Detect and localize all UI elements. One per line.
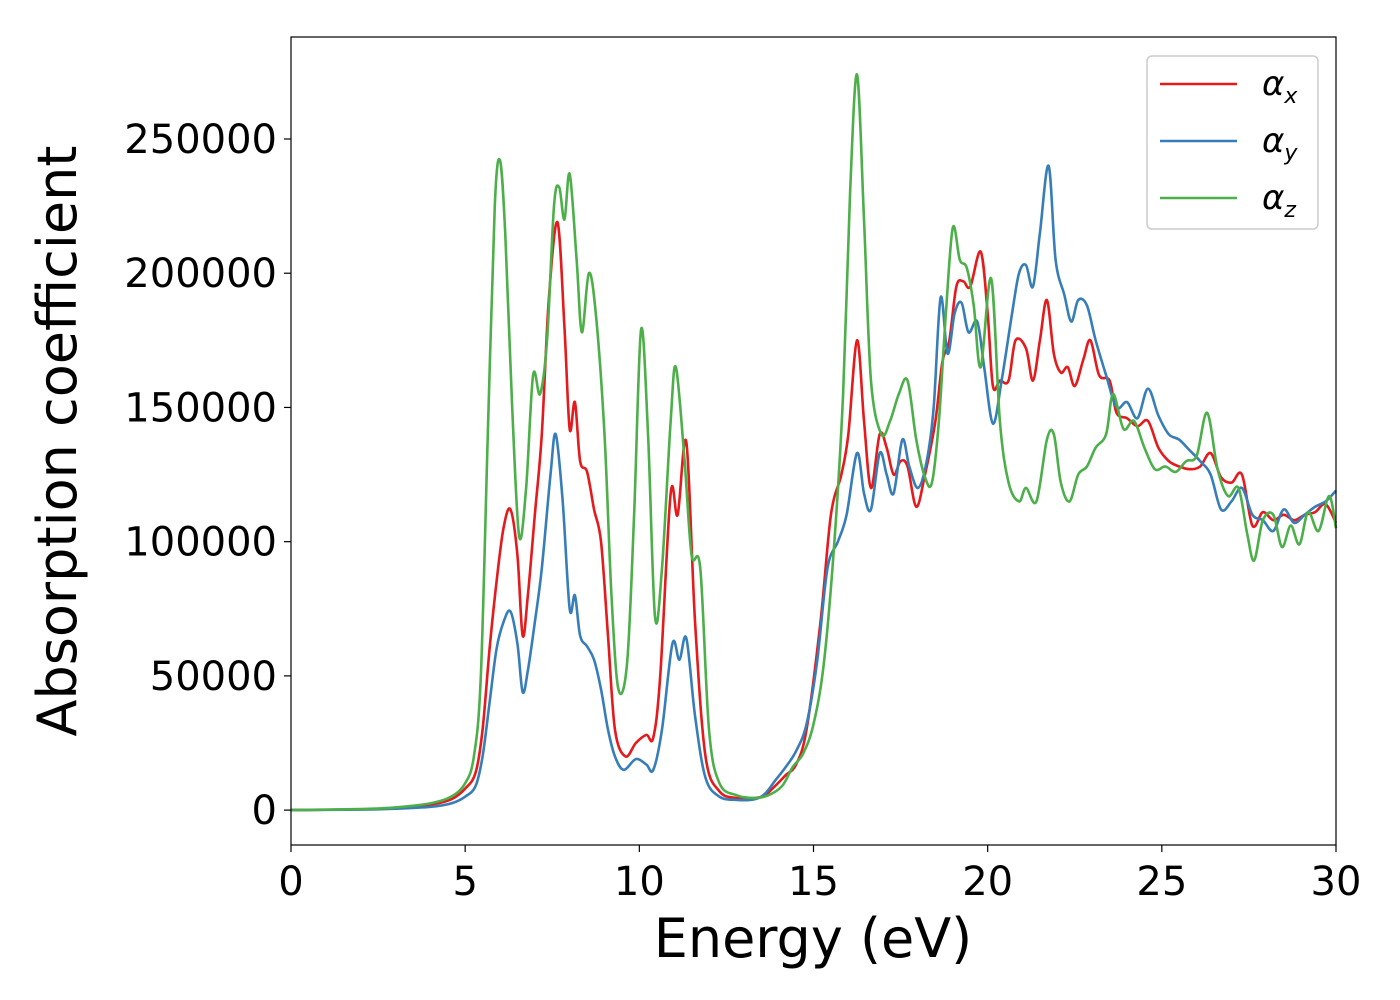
x-tick-label: 5 [452, 859, 477, 905]
y-tick-label: 200000 [124, 251, 277, 297]
x-tick-label: 20 [962, 859, 1013, 905]
series-line-z [290, 73, 1338, 812]
legend-label-x: αx [1262, 64, 1298, 109]
x-tick-label: 25 [1136, 859, 1187, 905]
y-tick-label: 250000 [124, 117, 277, 163]
x-tick-label: 0 [278, 859, 303, 905]
x-tick-label: 15 [788, 859, 839, 905]
legend: αx αy αz [1146, 55, 1319, 230]
x-axis: 0 5 10 15 20 25 30 [278, 845, 1361, 905]
series-line-y [290, 164, 1337, 812]
legend-label-z: αz [1262, 178, 1296, 223]
y-axis: 0 50000 100000 150000 200000 250000 [124, 117, 291, 834]
series-layer [290, 73, 1338, 812]
y-axis-title: Absorption coefficient [26, 146, 89, 737]
y-tick-label: 150000 [124, 385, 277, 431]
legend-box [1146, 55, 1319, 230]
y-tick-label: 50000 [150, 654, 277, 700]
x-tick-label: 10 [614, 859, 665, 905]
x-tick-label: 30 [1311, 859, 1362, 905]
y-tick-label: 0 [252, 788, 277, 834]
legend-label-y: αy [1262, 121, 1298, 166]
y-tick-label: 100000 [124, 520, 277, 566]
x-axis-title: Energy (eV) [654, 907, 973, 970]
